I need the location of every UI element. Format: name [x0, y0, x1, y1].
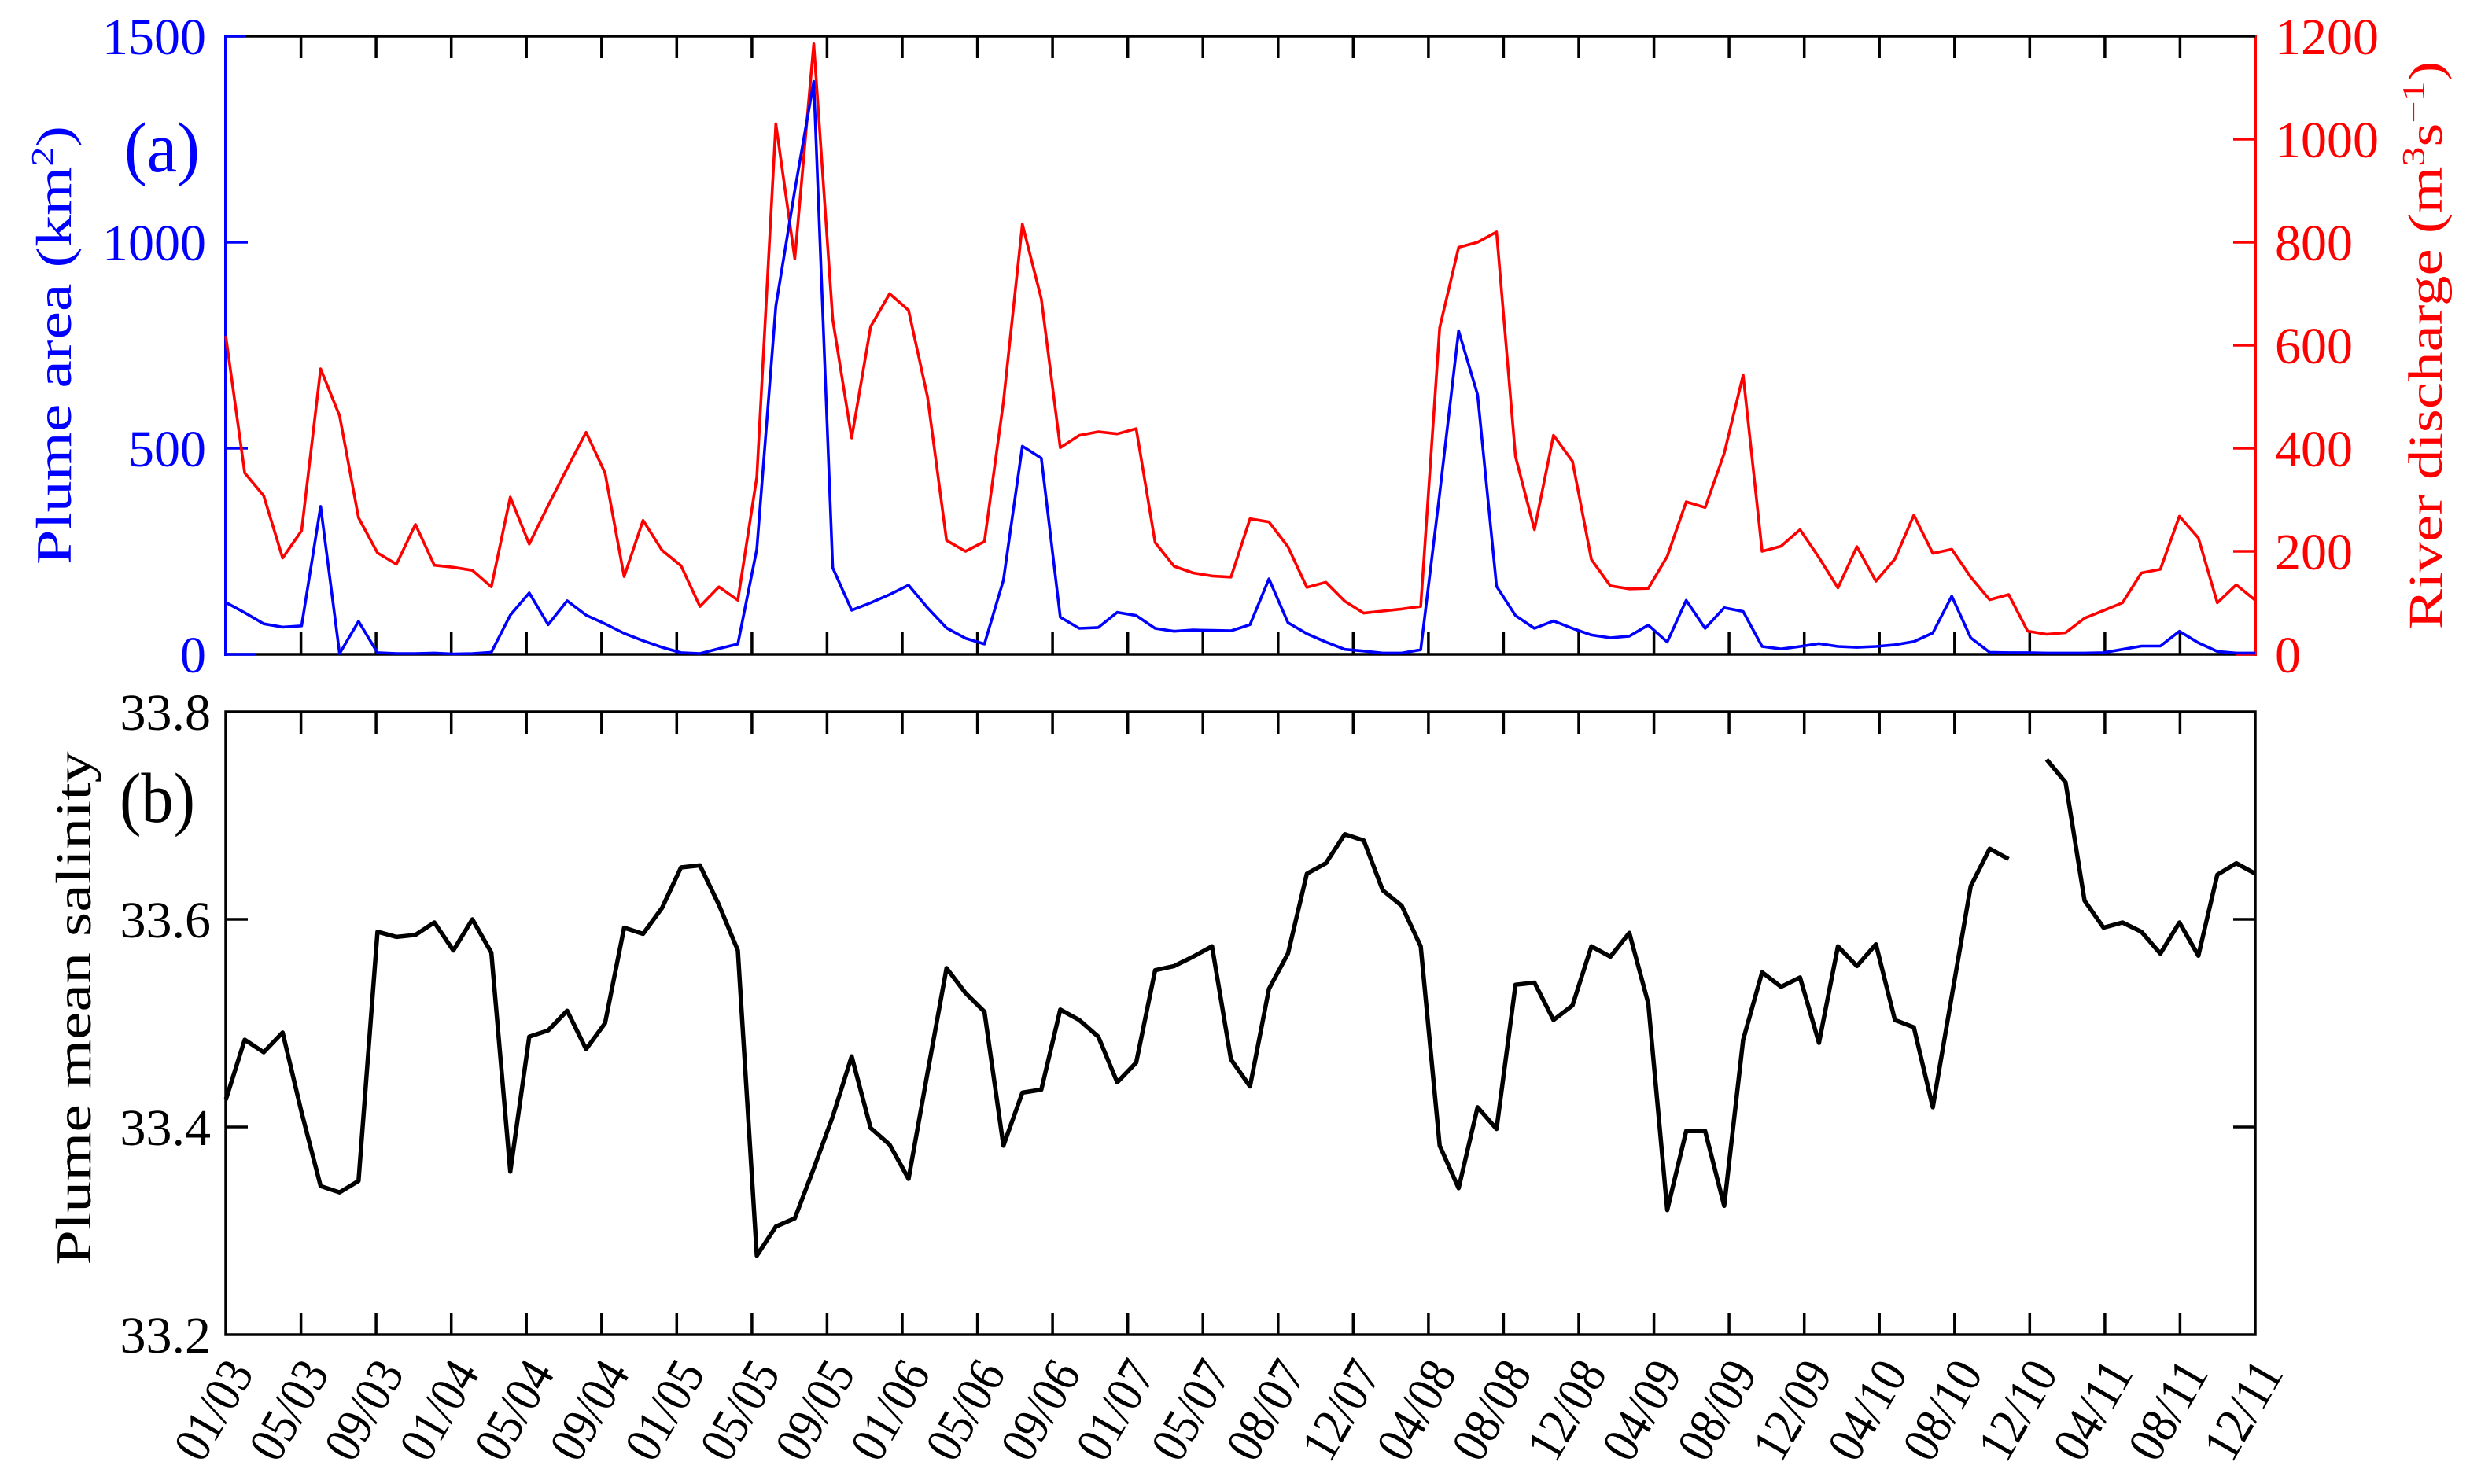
svg-text:0: 0: [2275, 627, 2301, 684]
svg-text:33.4: 33.4: [120, 1099, 212, 1157]
svg-text:Plume mean salinity: Plume mean salinity: [46, 751, 102, 1265]
svg-text:River discharge (m3s−1): River discharge (m3s−1): [2396, 61, 2453, 629]
svg-text:33.6: 33.6: [120, 892, 212, 949]
svg-text:1000: 1000: [2275, 112, 2379, 169]
svg-text:200: 200: [2275, 524, 2353, 581]
svg-text:(a): (a): [124, 109, 200, 187]
svg-text:400: 400: [2275, 421, 2353, 478]
svg-text:800: 800: [2275, 215, 2353, 272]
svg-text:Plume area (km2): Plume area (km2): [25, 126, 82, 565]
svg-text:600: 600: [2275, 318, 2353, 375]
svg-text:1500: 1500: [102, 9, 206, 66]
svg-text:(b): (b): [120, 760, 195, 838]
svg-text:1200: 1200: [2275, 9, 2379, 66]
svg-text:33.2: 33.2: [120, 1307, 212, 1364]
svg-text:1000: 1000: [102, 215, 206, 272]
svg-text:33.8: 33.8: [120, 684, 212, 742]
svg-text:500: 500: [128, 421, 206, 478]
svg-text:0: 0: [180, 627, 206, 684]
